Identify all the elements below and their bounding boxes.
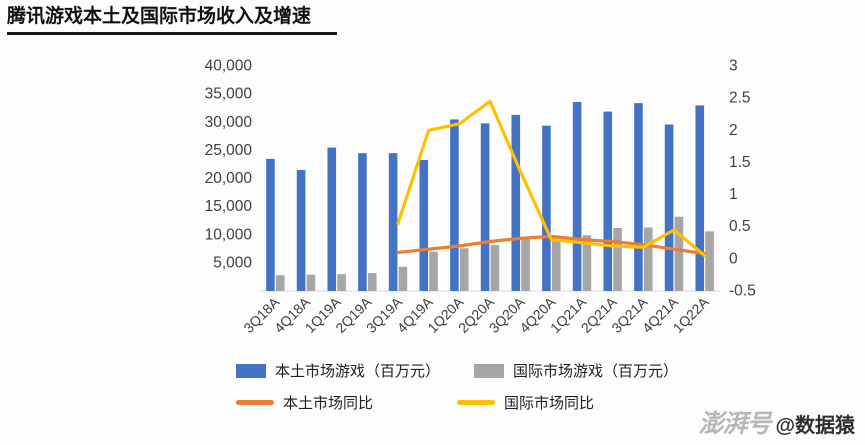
bar-international [490, 244, 500, 291]
bar-domestic [266, 158, 275, 291]
bar-international [613, 228, 622, 291]
legend-label: 本土市场同比 [283, 395, 374, 412]
bar-international [643, 227, 653, 291]
left-axis-tick: 35,000 [205, 86, 253, 103]
legend-label: 国际市场同比 [504, 395, 595, 412]
right-axis-tick: 1.5 [729, 154, 751, 171]
bar-international [275, 275, 285, 291]
bar-international [337, 274, 346, 291]
legend-label: 本土市场游戏（百万元） [275, 363, 441, 380]
bar-domestic [296, 170, 306, 291]
line-international-yoy [396, 99, 707, 258]
left-axis-tick: 15,000 [205, 198, 253, 215]
bar-international [705, 231, 714, 291]
right-axis-tick: 3 [729, 58, 738, 75]
chart-area: 40,000 35,000 30,000 25,000 20,000 15,000 10,0… [183, 50, 765, 368]
chart-title: 腾讯游戏本土及国际市场收入及增速 [7, 6, 312, 27]
bar-domestic [664, 124, 674, 291]
bar-domestic [511, 114, 521, 291]
bar-domestic [327, 147, 337, 291]
legend-label: 国际市场游戏（百万元） [513, 363, 679, 380]
bar-domestic [695, 105, 705, 291]
watermark: 澎湃号 @数据猿 [698, 404, 855, 440]
bar-international [674, 216, 684, 291]
bar-domestic [634, 103, 643, 291]
bar-international [551, 235, 561, 291]
legend-item: 国际市场同比 [457, 392, 594, 413]
bar-domestic [358, 153, 367, 291]
watermark-handle: @数据猿 [775, 415, 855, 437]
bar-domestic [572, 102, 582, 291]
legend-line-marker [236, 400, 274, 405]
right-axis-tick: 0.5 [729, 218, 751, 235]
bar-international [521, 239, 530, 291]
bar-domestic [419, 159, 429, 291]
title-underline [7, 31, 337, 35]
combo-chart: 40,00035,00030,00025,00020,00015,00010,0… [205, 58, 756, 336]
left-axis-tick: 30,000 [205, 114, 253, 131]
legend-swatch [474, 363, 505, 378]
right-axis-tick: 2.5 [729, 90, 751, 107]
bar-international [398, 266, 408, 291]
bar-domestic [603, 111, 613, 291]
bar-domestic [542, 125, 551, 291]
legend-item: 本土市场游戏（百万元） [236, 360, 440, 381]
bar-international [582, 235, 592, 291]
right-axis-tick: -0.5 [729, 283, 756, 300]
left-axis-tick: 40,000 [205, 58, 253, 75]
left-axis-tick: 25,000 [205, 142, 253, 159]
bar-international [429, 251, 438, 291]
legend-item: 本土市场同比 [236, 392, 373, 413]
x-axis-tick: 1Q22A [670, 293, 713, 336]
left-axis-tick: 5,000 [213, 254, 252, 271]
pengpai-logo: 澎湃号 [698, 409, 771, 438]
chart-legend: 本土市场游戏（百万元） 国际市场游戏（百万元） 本土市场同比 国际市场同比 [236, 360, 678, 413]
right-axis-tick: 0 [729, 250, 738, 267]
legend-row: 本土市场同比 国际市场同比 [236, 392, 678, 413]
bar-domestic [388, 153, 398, 291]
title-block: 腾讯游戏本土及国际市场收入及增速 [7, 6, 337, 35]
left-axis-tick: 20,000 [205, 170, 253, 187]
bar-domestic [450, 119, 459, 291]
bar-international [306, 274, 316, 291]
legend-row: 本土市场游戏（百万元） 国际市场游戏（百万元） [236, 360, 678, 381]
left-axis-tick: 10,000 [205, 226, 253, 243]
bar-international [459, 248, 469, 291]
legend-line-marker [457, 400, 496, 405]
bar-domestic [480, 123, 490, 291]
bar-international [367, 273, 377, 291]
legend-item: 国际市场游戏（百万元） [474, 360, 678, 381]
legend-swatch [236, 363, 266, 378]
right-axis-tick: 1 [729, 186, 738, 203]
right-axis-tick: 2 [729, 122, 738, 139]
